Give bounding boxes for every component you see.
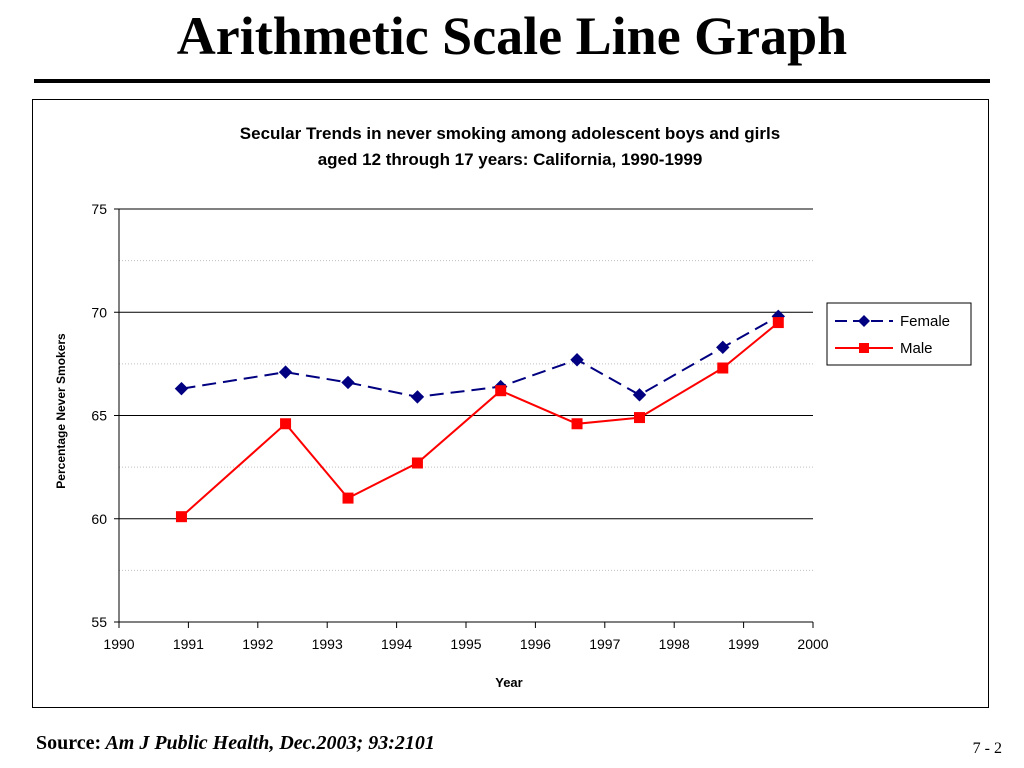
grid-lines: [114, 208, 813, 623]
x-tick-label: 1990: [103, 636, 134, 652]
series-line-male: [180, 321, 779, 518]
data-point-male: [280, 418, 292, 430]
y-tick-label: 75: [91, 201, 107, 217]
x-tick-label: 1998: [659, 636, 690, 652]
data-point-female: [632, 388, 647, 402]
x-tick-label: 1992: [242, 636, 273, 652]
y-tick-label: 55: [91, 614, 107, 630]
data-point-male: [772, 317, 784, 329]
y-axis-label: Percentage Never Smokers: [54, 333, 68, 489]
x-tick-label: 1991: [173, 636, 204, 652]
data-point-female: [278, 365, 293, 379]
title-divider: [34, 79, 990, 83]
data-point-female: [716, 340, 730, 355]
legend-marker-female: [858, 315, 870, 327]
y-tick-label: 60: [91, 511, 107, 527]
data-point-male: [571, 418, 583, 430]
data-point-female: [174, 381, 189, 396]
series-layer: [174, 309, 786, 523]
data-point-male: [495, 385, 507, 397]
legend-marker-male: [859, 343, 869, 353]
x-tick-label: 1999: [728, 636, 759, 652]
data-point-female: [341, 375, 355, 390]
axes: 55 60 65 70 75 1990 1991 1992 1993 1994 1995 1996 19…: [91, 201, 828, 652]
data-point-male: [717, 362, 729, 374]
x-tick-label: 1995: [450, 636, 481, 652]
source-text: Am J Public Health, Dec.2003; 93:2101: [101, 732, 435, 754]
data-point-female: [410, 390, 425, 404]
legend-label-male: Male: [900, 340, 933, 357]
x-tick-label: 1994: [381, 636, 412, 652]
y-tick-label: 65: [91, 408, 107, 424]
x-tick-label: 1996: [520, 636, 551, 652]
data-point-male: [634, 412, 645, 424]
x-tick-label: 1993: [312, 636, 343, 652]
source-citation: Source: Am J Public Health, Dec.2003; 93…: [36, 732, 435, 755]
chart-title-line1: Secular Trends in never smoking among ad…: [240, 124, 780, 143]
x-axis-label: Year: [495, 675, 522, 690]
x-tick-label: 2000: [797, 636, 828, 652]
data-point-male: [411, 457, 423, 469]
y-tick-label: 70: [91, 304, 107, 320]
series-line-female: [181, 315, 779, 398]
legend-box: [826, 302, 972, 366]
slide-title: Arithmetic Scale Line Graph: [176, 6, 848, 66]
chart-title-line2: aged 12 through 17 years: California, 19…: [318, 150, 703, 169]
legend: Female Male: [826, 302, 972, 366]
chart-frame: Secular Trends in never smoking among ad…: [32, 99, 989, 708]
slide-number: 7 - 2: [972, 740, 1002, 757]
data-point-male: [175, 511, 187, 523]
line-chart: Secular Trends in never smoking among ad…: [54, 124, 972, 690]
legend-label-female: Female: [900, 313, 950, 330]
x-tick-label: 1997: [589, 636, 620, 652]
data-point-female: [570, 353, 584, 367]
source-label: Source:: [36, 732, 102, 754]
data-point-male: [342, 492, 354, 504]
